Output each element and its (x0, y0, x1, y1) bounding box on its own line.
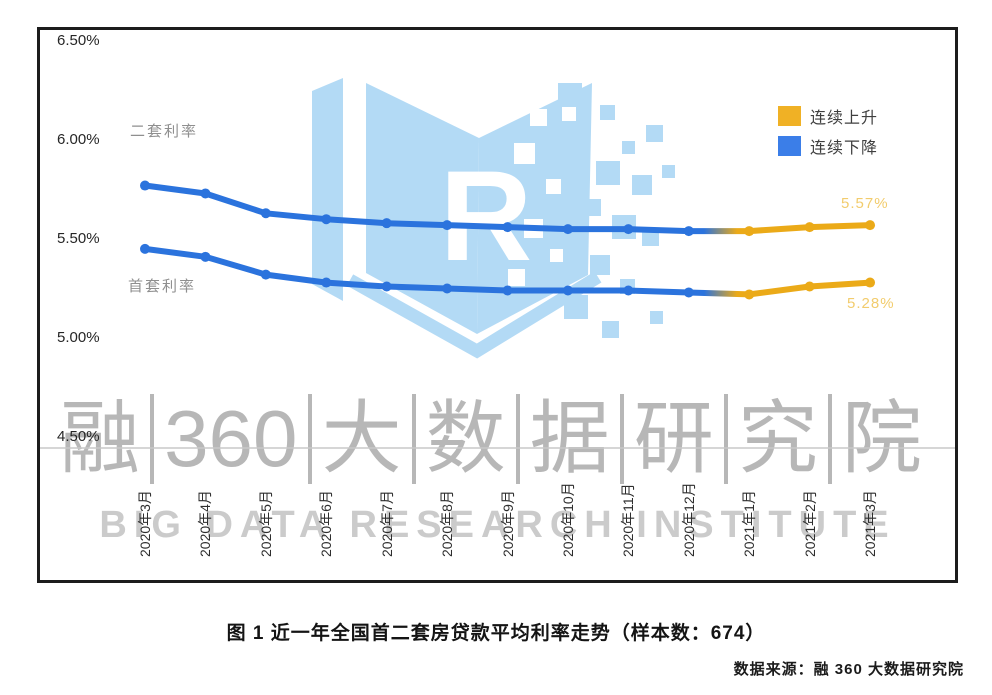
decline-color-swatch (778, 136, 801, 156)
x-axis-tick-label: 2020年11月 (620, 483, 637, 557)
series-line-decline-first-home-rate (142, 245, 692, 296)
series-line-transition-first-home-rate (685, 289, 753, 298)
y-axis-tick-label: 5.00% (57, 329, 100, 346)
x-axis-tick-label: 2021年1月 (741, 490, 758, 557)
data-point-second-home-rate (623, 224, 634, 235)
data-point-first-home-rate (502, 285, 513, 296)
x-axis-tick-label: 2020年4月 (197, 490, 214, 557)
data-point-second-home-rate (562, 224, 573, 235)
data-point-second-home-rate (321, 214, 332, 225)
x-axis-tick-label: 2020年6月 (318, 490, 335, 557)
series-label-second-home: 二套利率 (130, 123, 199, 140)
end-value-label-first-home: 5.28% (847, 294, 895, 312)
legend: 连续上升 连续下降 (778, 105, 878, 165)
data-point-first-home-rate (623, 285, 634, 296)
x-axis-tick-label: 2021年3月 (862, 490, 879, 557)
x-axis-tick-label: 2020年10月 (559, 482, 576, 557)
end-value-label-second-home: 5.57% (841, 195, 889, 213)
rise-color-swatch (778, 106, 801, 126)
figure-caption: 图 1 近一年全国首二套房贷款平均利率走势（样本数：674） (226, 623, 766, 644)
x-axis-tick-label: 2020年9月 (499, 490, 516, 557)
legend-item-rise: 连续上升 (778, 105, 878, 127)
x-axis-tick-label: 2021年2月 (801, 490, 818, 557)
data-point-first-home-rate (683, 287, 694, 298)
x-axis-tick-label: 2020年7月 (378, 490, 395, 557)
y-axis-tick-label: 4.50% (57, 428, 100, 445)
data-point-first-home-rate (260, 269, 271, 280)
data-point-second-home-rate (744, 226, 755, 237)
y-axis-tick-label: 6.50% (57, 32, 100, 49)
series-label-first-home: 首套利率 (128, 278, 197, 295)
data-point-first-home-rate (562, 285, 573, 296)
data-point-second-home-rate (865, 220, 876, 231)
data-point-first-home-rate (381, 281, 392, 292)
data-source: 数据来源：融 360 大数据研究院 (733, 661, 964, 678)
data-point-second-home-rate (804, 222, 815, 233)
data-point-first-home-rate (865, 277, 876, 288)
data-point-first-home-rate (140, 243, 150, 254)
x-axis-tick-label: 2020年8月 (439, 490, 456, 557)
x-axis-tick-label: 2020年5月 (257, 490, 274, 557)
data-point-first-home-rate (744, 289, 755, 300)
data-point-second-home-rate (140, 180, 150, 191)
data-point-first-home-rate (321, 277, 332, 288)
legend-item-decline: 连续下降 (778, 135, 878, 157)
data-point-second-home-rate (683, 226, 694, 237)
legend-label-rise: 连续上升 (810, 110, 879, 127)
y-axis-tick-label: 6.00% (57, 131, 100, 148)
data-point-second-home-rate (502, 222, 513, 233)
data-point-second-home-rate (442, 220, 453, 231)
series-line-decline-second-home-rate (142, 182, 692, 235)
data-point-second-home-rate (381, 218, 392, 229)
legend-label-decline: 连续下降 (810, 140, 879, 157)
x-axis-tick-label: 2020年3月 (137, 490, 153, 557)
data-point-first-home-rate (804, 281, 815, 292)
data-point-second-home-rate (260, 208, 271, 219)
chart-frame: 融 360 大数据研究院 BIG DATA RESEARCH INSTITUTE R… (37, 27, 958, 583)
data-point-second-home-rate (200, 188, 211, 199)
y-axis-tick-label: 5.50% (57, 230, 100, 247)
data-point-first-home-rate (442, 283, 453, 294)
x-axis-tick-label: 2020年12月 (680, 482, 697, 557)
data-point-first-home-rate (200, 251, 211, 262)
